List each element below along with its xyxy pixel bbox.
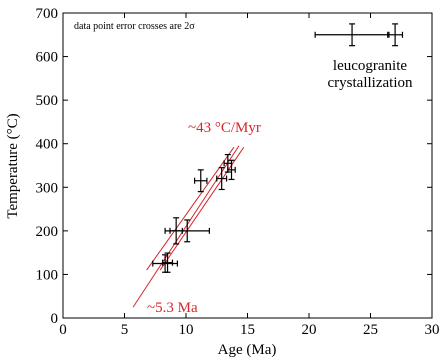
fit-line-upper — [146, 146, 235, 271]
x-tick-label: 20 — [302, 322, 317, 338]
y-tick-label: 600 — [36, 50, 59, 66]
data-point — [227, 159, 236, 181]
fit-line-center — [132, 145, 240, 308]
x-tick-label: 30 — [425, 322, 440, 338]
data-point — [164, 219, 210, 243]
data-point — [162, 252, 174, 273]
fit-line-lower — [159, 146, 245, 271]
x-tick-label: 5 — [121, 322, 129, 338]
x-tick-label: 25 — [363, 322, 378, 338]
rate-label: ~43 °C/Myr — [188, 120, 261, 136]
y-tick-label: 100 — [36, 267, 59, 283]
intercept-label: ~5.3 Ma — [147, 300, 198, 316]
data-point — [152, 254, 178, 273]
fit-lines — [132, 145, 245, 308]
data-point — [314, 23, 390, 47]
data-point — [194, 169, 208, 193]
data-point — [216, 167, 228, 191]
y-axis-title: Temperature (°C) — [5, 113, 21, 218]
x-tick-label: 0 — [59, 322, 67, 338]
data-points — [152, 23, 404, 273]
error-note: data point error crosses are 2σ — [74, 21, 195, 32]
y-tick-label: 400 — [36, 137, 59, 153]
y-tick-label: 0 — [51, 311, 59, 327]
x-tick-label: 10 — [179, 322, 194, 338]
crystallization-label-line2: crystallization — [328, 75, 413, 91]
x-axis-title: Age (Ma) — [218, 342, 277, 358]
crystallization-label-line1: leucogranite — [333, 58, 407, 74]
y-tick-label: 200 — [36, 224, 59, 240]
x-tick-label: 15 — [240, 322, 255, 338]
y-tick-label: 300 — [36, 180, 59, 196]
data-point — [387, 23, 404, 47]
y-tick-label: 700 — [36, 6, 59, 22]
y-tick-label: 500 — [36, 93, 59, 109]
